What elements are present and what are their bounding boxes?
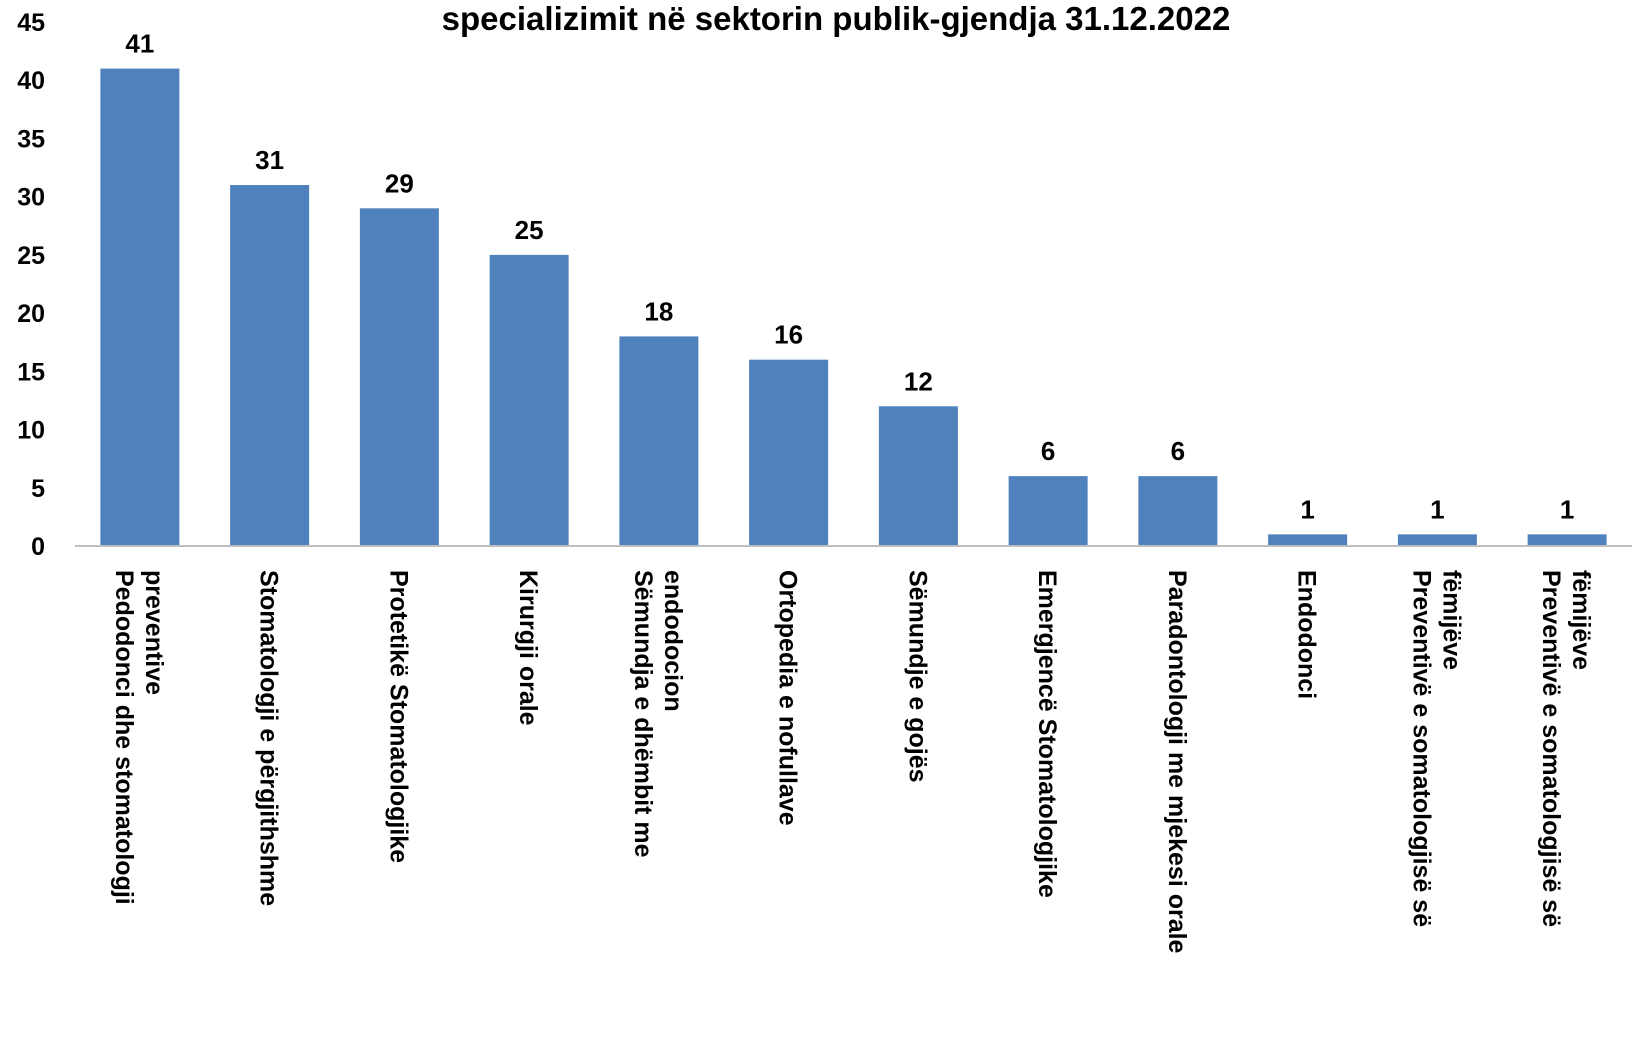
x-tick-label-line: Preventivë e somatologjisë së (1407, 570, 1435, 927)
data-label: 16 (774, 320, 803, 350)
bar (878, 406, 958, 546)
data-label: 18 (644, 296, 673, 326)
data-label: 1 (1300, 494, 1314, 524)
data-label: 31 (255, 145, 284, 175)
data-label: 41 (125, 29, 154, 59)
y-tick-label: 35 (17, 125, 45, 153)
x-tick-label-line: Sëmundja e dhëmbit me (629, 570, 657, 858)
x-tick-label-line: Stomatologji e përgjithshme (255, 570, 283, 906)
y-tick-label: 20 (17, 300, 45, 328)
bar (100, 68, 180, 547)
y-tick-label: 10 (17, 417, 45, 445)
x-tick-label: Emergjencë Stomatologjike (1033, 570, 1061, 898)
data-label: 1 (1560, 494, 1574, 524)
data-label: 1 (1430, 494, 1444, 524)
bar (1268, 534, 1348, 546)
x-tick-label-line: endodocion (659, 570, 687, 712)
bar (1008, 476, 1088, 546)
x-tick-label: Kirurgji orale (514, 570, 542, 726)
x-axis-labels: Pedodonci dhe stomatologji preventive Stom… (110, 570, 1595, 954)
x-tick-label-line: Paradontologji me mjekesi orale (1163, 570, 1191, 954)
x-tick-label: Pedodonci dhe stomatologji preventive (110, 570, 168, 905)
y-axis: 0 5 10 15 20 25 30 35 40 45 (17, 9, 45, 561)
bar (1138, 476, 1218, 546)
y-tick-label: 0 (31, 533, 45, 561)
data-label: 12 (904, 366, 933, 396)
bar (1527, 534, 1607, 546)
x-tick-label: Stomatologji e përgjithshme (255, 570, 283, 906)
x-tick-label-line: Emergjencë Stomatologjike (1033, 570, 1061, 898)
x-tick-label: Sëmundja e dhëmbit me endodocion (629, 570, 687, 858)
bar (619, 336, 699, 546)
data-label: 29 (385, 168, 414, 198)
x-tick-label-line: Preventivë e somatologjisë së (1537, 570, 1565, 927)
x-tick-label-line: Protetikë Stomatologjike (384, 570, 412, 863)
y-tick-label: 30 (17, 184, 45, 212)
x-tick-label-line: Endodonci (1293, 570, 1321, 699)
y-tick-label: 5 (31, 475, 45, 503)
x-tick-label-line: Sëmundje e gojës (903, 570, 931, 783)
bar (230, 185, 310, 546)
bar (359, 208, 439, 547)
data-labels: 41 31 29 25 18 16 12 6 6 1 1 1 (125, 29, 1574, 525)
x-tick-label-line: Pedodonci dhe stomatologji (110, 570, 138, 905)
x-tick-label: Protetikë Stomatologjike (384, 570, 412, 863)
x-tick-label-line: Kirurgji orale (514, 570, 542, 726)
x-tick-label: Sëmundje e gojës (903, 570, 931, 783)
y-tick-label: 25 (17, 242, 45, 270)
chart-title: specializimit në sektorin publik-gjendja… (442, 0, 1231, 37)
x-tick-label: Paradontologji me mjekesi orale (1163, 570, 1191, 954)
x-tick-label-line: fëmijëve (1567, 570, 1595, 670)
y-tick-label: 15 (17, 358, 45, 386)
bar (1397, 534, 1477, 546)
data-label: 25 (515, 215, 544, 245)
x-tick-label: Endodonci (1293, 570, 1321, 699)
bar (489, 254, 569, 546)
data-label: 6 (1041, 436, 1055, 466)
x-tick-label: Preventivë e somatologjisë së fëmijëve (1537, 570, 1595, 927)
data-label: 6 (1171, 436, 1185, 466)
x-tick-label-line: preventive (140, 570, 168, 695)
bars (100, 68, 1607, 547)
x-tick-label: Ortopedia e nofullave (774, 570, 802, 826)
x-tick-label: Preventivë e somatologjisë së fëmijëve (1407, 570, 1465, 927)
y-tick-label: 40 (17, 67, 45, 95)
x-tick-label-line: fëmijëve (1437, 570, 1465, 670)
y-tick-label: 45 (17, 9, 45, 37)
x-tick-label-line: Ortopedia e nofullave (774, 570, 802, 826)
bar (749, 359, 829, 546)
